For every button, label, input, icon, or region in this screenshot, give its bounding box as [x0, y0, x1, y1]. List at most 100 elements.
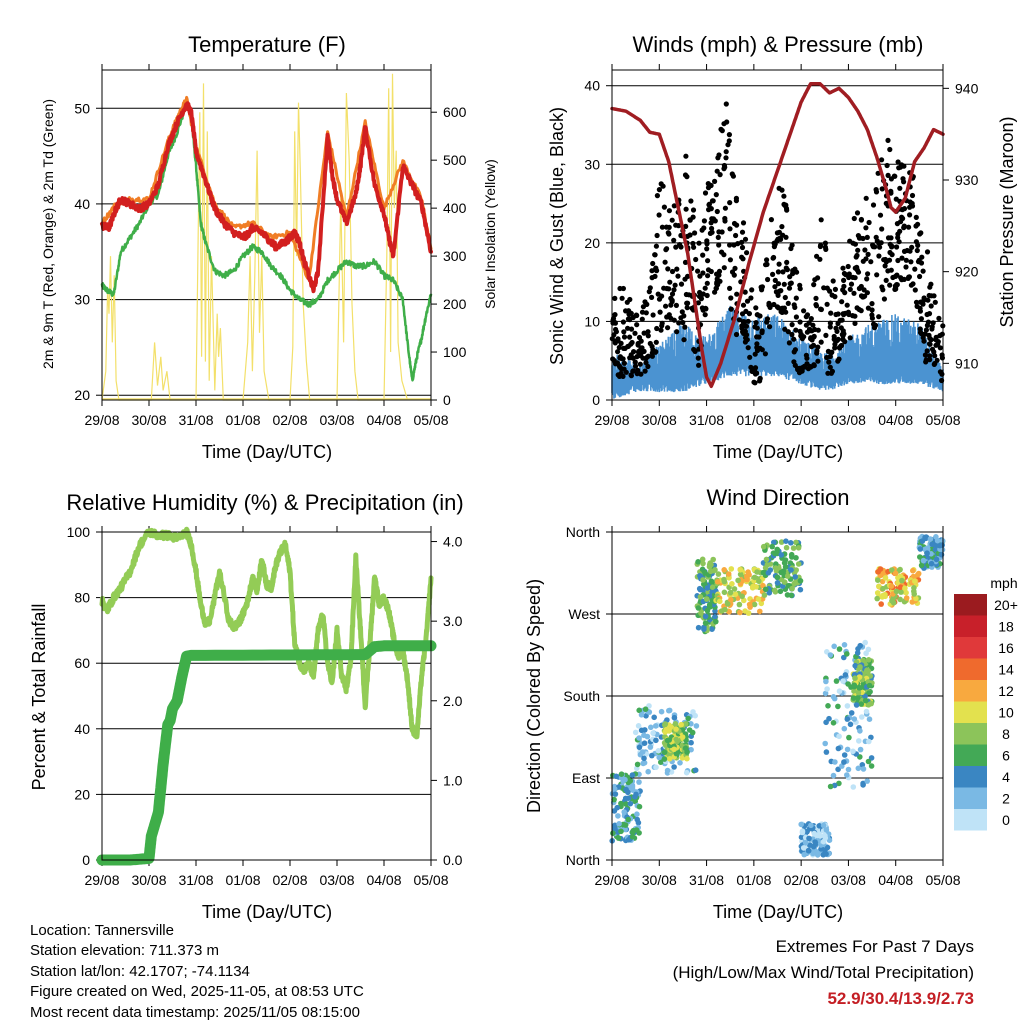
y-tick-label: East	[572, 770, 600, 786]
direction-point	[844, 703, 851, 709]
gust-point	[844, 302, 850, 308]
direction-point	[728, 597, 734, 603]
gust-point	[886, 257, 893, 263]
direction-point	[793, 555, 799, 561]
gust-point	[865, 305, 872, 311]
gust-point	[644, 301, 650, 307]
gust-point	[688, 198, 694, 204]
gust-point	[842, 290, 848, 296]
gust-point	[813, 303, 820, 309]
gust-point	[724, 119, 730, 125]
direction-point	[893, 588, 900, 595]
gust-point	[705, 267, 712, 273]
direction-point	[797, 578, 804, 584]
gust-point	[764, 316, 771, 322]
direction-point	[841, 759, 847, 765]
gust-point	[921, 297, 927, 303]
gust-point	[700, 291, 706, 297]
direction-point	[928, 560, 935, 567]
direction-point	[878, 601, 884, 607]
gust-point	[818, 217, 824, 223]
direction-point	[731, 586, 738, 592]
direction-point	[856, 674, 863, 680]
gust-point	[917, 273, 923, 280]
direction-point	[735, 577, 741, 584]
direction-point	[852, 662, 858, 669]
direction-point	[777, 588, 784, 595]
gust-point	[727, 226, 733, 232]
gust-point	[925, 319, 932, 325]
gust-point	[781, 308, 787, 314]
gust-point	[810, 342, 817, 348]
direction-point	[727, 589, 734, 596]
gust-point	[927, 353, 933, 359]
gust-point	[921, 338, 927, 344]
gust-point	[775, 281, 782, 287]
precipitation-line	[96, 640, 437, 866]
gust-point	[678, 244, 684, 250]
direction-point	[912, 578, 918, 584]
direction-point	[761, 592, 768, 598]
gust-point	[868, 259, 874, 265]
direction-point	[712, 614, 718, 620]
gust-point	[733, 198, 740, 204]
direction-point	[874, 595, 880, 602]
gust-point	[895, 257, 901, 264]
direction-point	[840, 678, 846, 684]
legend-label: 14	[998, 662, 1014, 678]
direction-point	[726, 609, 732, 615]
direction-point	[817, 833, 824, 839]
direction-point	[636, 735, 642, 741]
gust-point	[727, 285, 733, 291]
y-tick-label: 0	[592, 392, 600, 408]
direction-point	[778, 539, 785, 545]
direction-point	[852, 675, 858, 681]
gust-point	[930, 320, 936, 326]
direction-point	[642, 727, 648, 733]
direction-point	[758, 600, 765, 607]
direction-point	[850, 748, 856, 755]
gust-point	[727, 257, 734, 263]
x-tick-label: 01/08	[225, 872, 260, 888]
gust-point	[833, 338, 839, 344]
direction-point	[771, 539, 777, 546]
gust-point	[704, 246, 710, 252]
gust-point	[675, 223, 682, 229]
gust-point	[669, 291, 676, 297]
gust-point	[716, 268, 723, 274]
gust-point	[903, 264, 909, 270]
direction-point	[860, 780, 866, 787]
direction-point	[756, 578, 762, 584]
gust-point	[723, 101, 729, 107]
direction-point	[709, 579, 715, 585]
gust-point	[621, 329, 627, 335]
gust-point	[621, 366, 627, 372]
gust-point	[912, 287, 918, 293]
direction-point	[875, 569, 881, 575]
direction-point	[651, 714, 657, 721]
x-tick-label: 03/08	[319, 872, 354, 888]
gust-point	[928, 281, 934, 287]
direction-point	[636, 744, 643, 751]
gust-point	[857, 235, 863, 241]
gust-point	[917, 326, 923, 332]
gust-point	[695, 268, 701, 274]
gust-point	[702, 190, 709, 196]
direction-point	[862, 693, 868, 700]
gust-point	[678, 315, 684, 321]
gust-point	[652, 252, 658, 258]
direction-point	[934, 537, 941, 544]
gust-point	[646, 289, 652, 295]
direction-point	[827, 783, 834, 790]
gust-point	[885, 268, 891, 274]
gust-point	[635, 342, 641, 348]
direction-point	[712, 567, 718, 573]
direction-point	[737, 571, 744, 578]
gust-point	[706, 202, 712, 208]
x-tick-label: 29/08	[84, 412, 119, 428]
direction-point	[823, 678, 829, 685]
direction-point	[728, 566, 735, 572]
plot-border	[611, 69, 944, 401]
x-tick-label: 29/08	[594, 872, 629, 888]
gust-point	[747, 354, 753, 360]
